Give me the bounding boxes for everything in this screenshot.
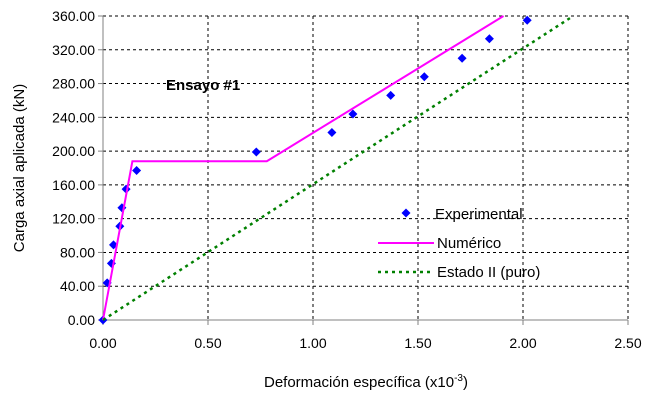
x-tick-label: 2.50 [614,335,641,351]
experimental-point [457,53,467,63]
numerico-line [102,15,505,321]
experimental-point [484,34,494,44]
y-tick-labels: 0.00 40.00 80.00 120.00 160.00 200.00 240.00 28… [52,8,95,328]
y-tick-label: 280.00 [52,76,95,92]
estado-ii-line [102,14,574,322]
y-tick-label: 360.00 [52,8,95,24]
y-tick-label: 80.00 [60,244,95,260]
x-axis-label-tail: ) [463,374,468,391]
experimental-point [522,15,532,25]
experimental-point [121,184,131,194]
legend-marker [401,208,411,218]
legend-label: Numérico [437,235,501,252]
x-axis-label: Deformación específica (x10-3) [264,373,468,391]
x-tick-label: 0.00 [89,335,116,351]
chart-annotation: Ensayo #1 [166,77,240,94]
experimental-point [327,128,337,138]
y-tick-label: 40.00 [60,278,95,294]
legend-label: Estado II (puro) [437,264,540,281]
series-2 [102,14,574,322]
y-tick-label: 200.00 [52,143,95,159]
x-axis-label-text: Deformación específica (x10 [264,374,454,391]
experimental-point [251,147,261,157]
x-tick-label: 1.00 [299,335,326,351]
y-tick-label: 240.00 [52,109,95,125]
x-axis-label-exponent: -3 [454,373,463,384]
experimental-point [419,72,429,82]
plot-area [103,16,628,320]
y-tick-label: 160.00 [52,177,95,193]
experimental-point [348,109,358,119]
x-tick-labels: 0.00 0.50 1.00 1.50 2.00 2.50 [89,335,641,351]
legend: Experimental Numérico Estado II (puro) [378,206,540,281]
series-layer [98,14,574,325]
legend-label: Experimental [435,206,523,223]
y-tick-label: 320.00 [52,42,95,58]
x-tick-label: 2.00 [509,335,536,351]
y-axis-label: Carga axial aplicada (kN) [11,84,28,252]
series-1 [102,15,505,321]
x-tick-label: 0.50 [194,335,221,351]
y-tick-label: 120.00 [52,211,95,227]
x-tick-label: 1.50 [404,335,431,351]
gridlines [103,15,629,320]
series-0 [98,15,532,325]
experimental-point [132,166,142,176]
y-tick-label: 0.00 [68,312,95,328]
experimental-point [386,90,396,100]
